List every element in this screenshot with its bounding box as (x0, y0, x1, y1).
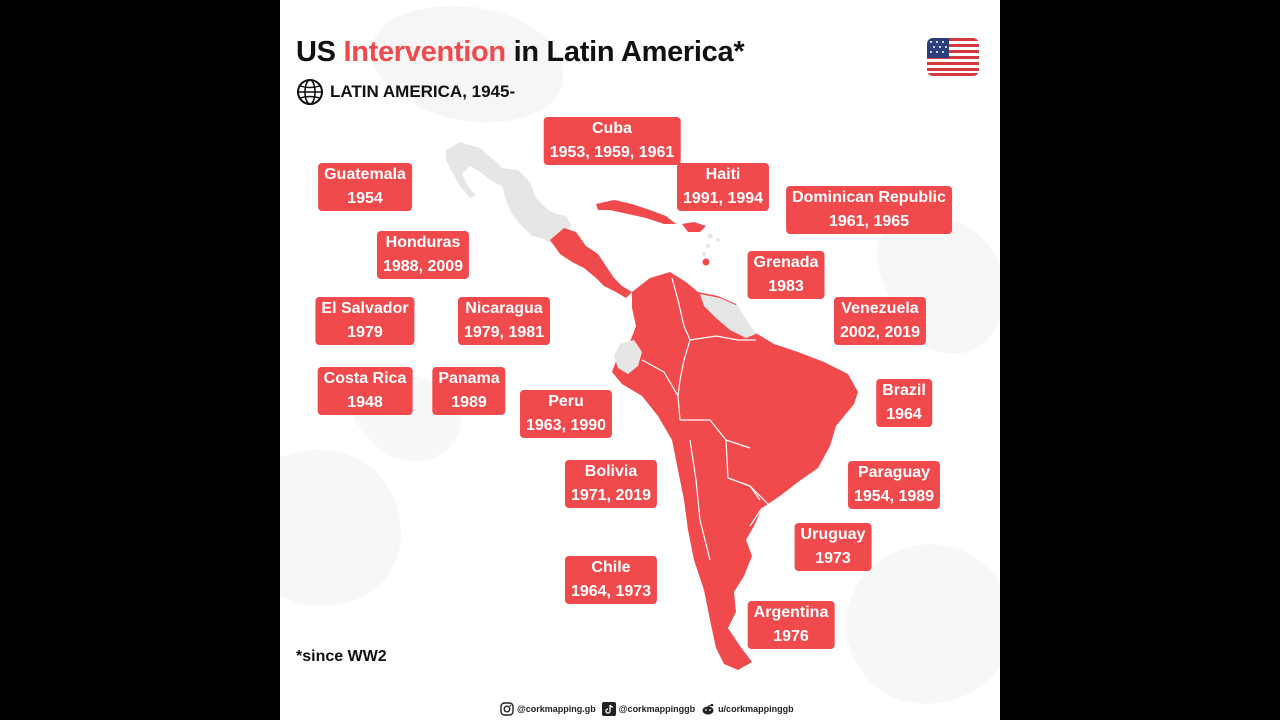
country-years: 1954, 1989 (853, 488, 935, 505)
label-costa-rica: Costa Rica 1948 (317, 367, 413, 415)
tiktok-handle: @corkmappinggb (618, 704, 696, 714)
country-years: 1983 (768, 278, 804, 295)
country-name: Honduras (385, 234, 461, 251)
country-name: El Salvador (321, 300, 409, 317)
label-el-salvador: El Salvador 1979 (315, 297, 415, 345)
social-handles: @corkmapping.gb @corkmappinggb u/corkmap… (500, 700, 794, 718)
label-venezuela: Venezuela 2002, 2019 (833, 297, 927, 345)
social-instagram: @corkmapping.gb (500, 702, 596, 716)
country-south-america (612, 272, 858, 670)
country-name: Peru (548, 393, 584, 410)
country-years: 1954 (347, 190, 383, 207)
footnote: *since WW2 (296, 648, 387, 665)
label-panama: Panama 1989 (432, 367, 506, 415)
country-years: 1964, 1973 (570, 583, 652, 600)
country-name: Grenada (753, 254, 819, 271)
tiktok-icon (601, 702, 616, 716)
instagram-handle: @corkmapping.gb (517, 704, 596, 714)
country-ecuador (614, 340, 642, 374)
country-years: 1976 (773, 628, 809, 645)
country-hispaniola (682, 222, 706, 232)
country-name: Dominican Republic (792, 189, 946, 206)
label-uruguay: Uruguay 1973 (794, 523, 872, 571)
label-guatemala: Guatemala 1954 (318, 163, 412, 211)
country-years: 1953, 1959, 1961 (549, 144, 675, 161)
label-nicaragua: Nicaragua 1979, 1981 (457, 297, 551, 345)
label-dominican-republic: Dominican Republic 1961, 1965 (786, 186, 952, 234)
country-central-america (550, 228, 632, 298)
country-mexico (446, 142, 572, 244)
label-chile: Chile 1964, 1973 (564, 556, 658, 604)
label-cuba: Cuba 1953, 1959, 1961 (543, 117, 681, 165)
country-cuba (596, 200, 676, 224)
country-years: 2002, 2019 (839, 324, 921, 341)
country-name: Nicaragua (465, 300, 543, 317)
country-name: Paraguay (857, 464, 931, 481)
infographic-panel: US Intervention in Latin America* LATIN … (280, 0, 1000, 720)
country-name: Costa Rica (323, 370, 407, 387)
country-name: Cuba (592, 120, 632, 137)
country-name: Venezuela (841, 300, 919, 317)
label-honduras: Honduras 1988, 2009 (376, 231, 470, 279)
country-name: Guatemala (324, 166, 406, 183)
us-flag-icon (927, 38, 979, 76)
country-years: 1973 (815, 550, 851, 567)
country-name: Uruguay (800, 526, 866, 543)
label-haiti: Haiti 1991, 1994 (676, 163, 770, 211)
label-grenada: Grenada 1983 (747, 251, 825, 299)
country-years: 1963, 1990 (525, 417, 607, 434)
title-highlight: Intervention (343, 36, 506, 68)
country-name: Bolivia (584, 463, 638, 480)
label-peru: Peru 1963, 1990 (519, 390, 613, 438)
country-guianas (700, 294, 756, 338)
country-years: 1964 (886, 406, 922, 423)
subtitle: LATIN AMERICA, 1945- (296, 78, 515, 106)
country-years: 1988, 2009 (382, 258, 464, 275)
country-years: 1961, 1965 (828, 213, 910, 230)
page-title: US Intervention in Latin America* (296, 36, 745, 69)
country-years: 1971, 2019 (570, 487, 652, 504)
country-years: 1979 (347, 324, 383, 341)
country-years: 1979, 1981 (463, 324, 545, 341)
social-reddit: u/corkmappinggb (701, 702, 794, 716)
country-name: Brazil (882, 382, 926, 399)
title-suffix: in Latin America* (513, 36, 745, 68)
map (446, 142, 858, 670)
social-tiktok: @corkmappinggb (601, 702, 696, 716)
country-grenada (702, 258, 710, 266)
country-name: Argentina (753, 604, 829, 621)
instagram-icon (500, 702, 514, 716)
subtitle-text: LATIN AMERICA, 1945- (330, 82, 516, 101)
label-bolivia: Bolivia 1971, 2019 (564, 460, 658, 508)
reddit-icon (702, 703, 714, 715)
country-years: 1991, 1994 (682, 190, 764, 207)
globe-icon (297, 79, 323, 105)
reddit-handle: u/corkmappinggb (718, 704, 794, 714)
label-argentina: Argentina 1976 (747, 601, 835, 649)
country-name: Panama (438, 370, 500, 387)
country-years: 1948 (347, 394, 383, 411)
title-prefix: US (296, 36, 336, 68)
country-name: Chile (591, 559, 631, 576)
label-paraguay: Paraguay 1954, 1989 (847, 461, 941, 509)
country-name: Haiti (705, 166, 741, 183)
country-years: 1989 (451, 394, 487, 411)
label-brazil: Brazil 1964 (876, 379, 932, 427)
